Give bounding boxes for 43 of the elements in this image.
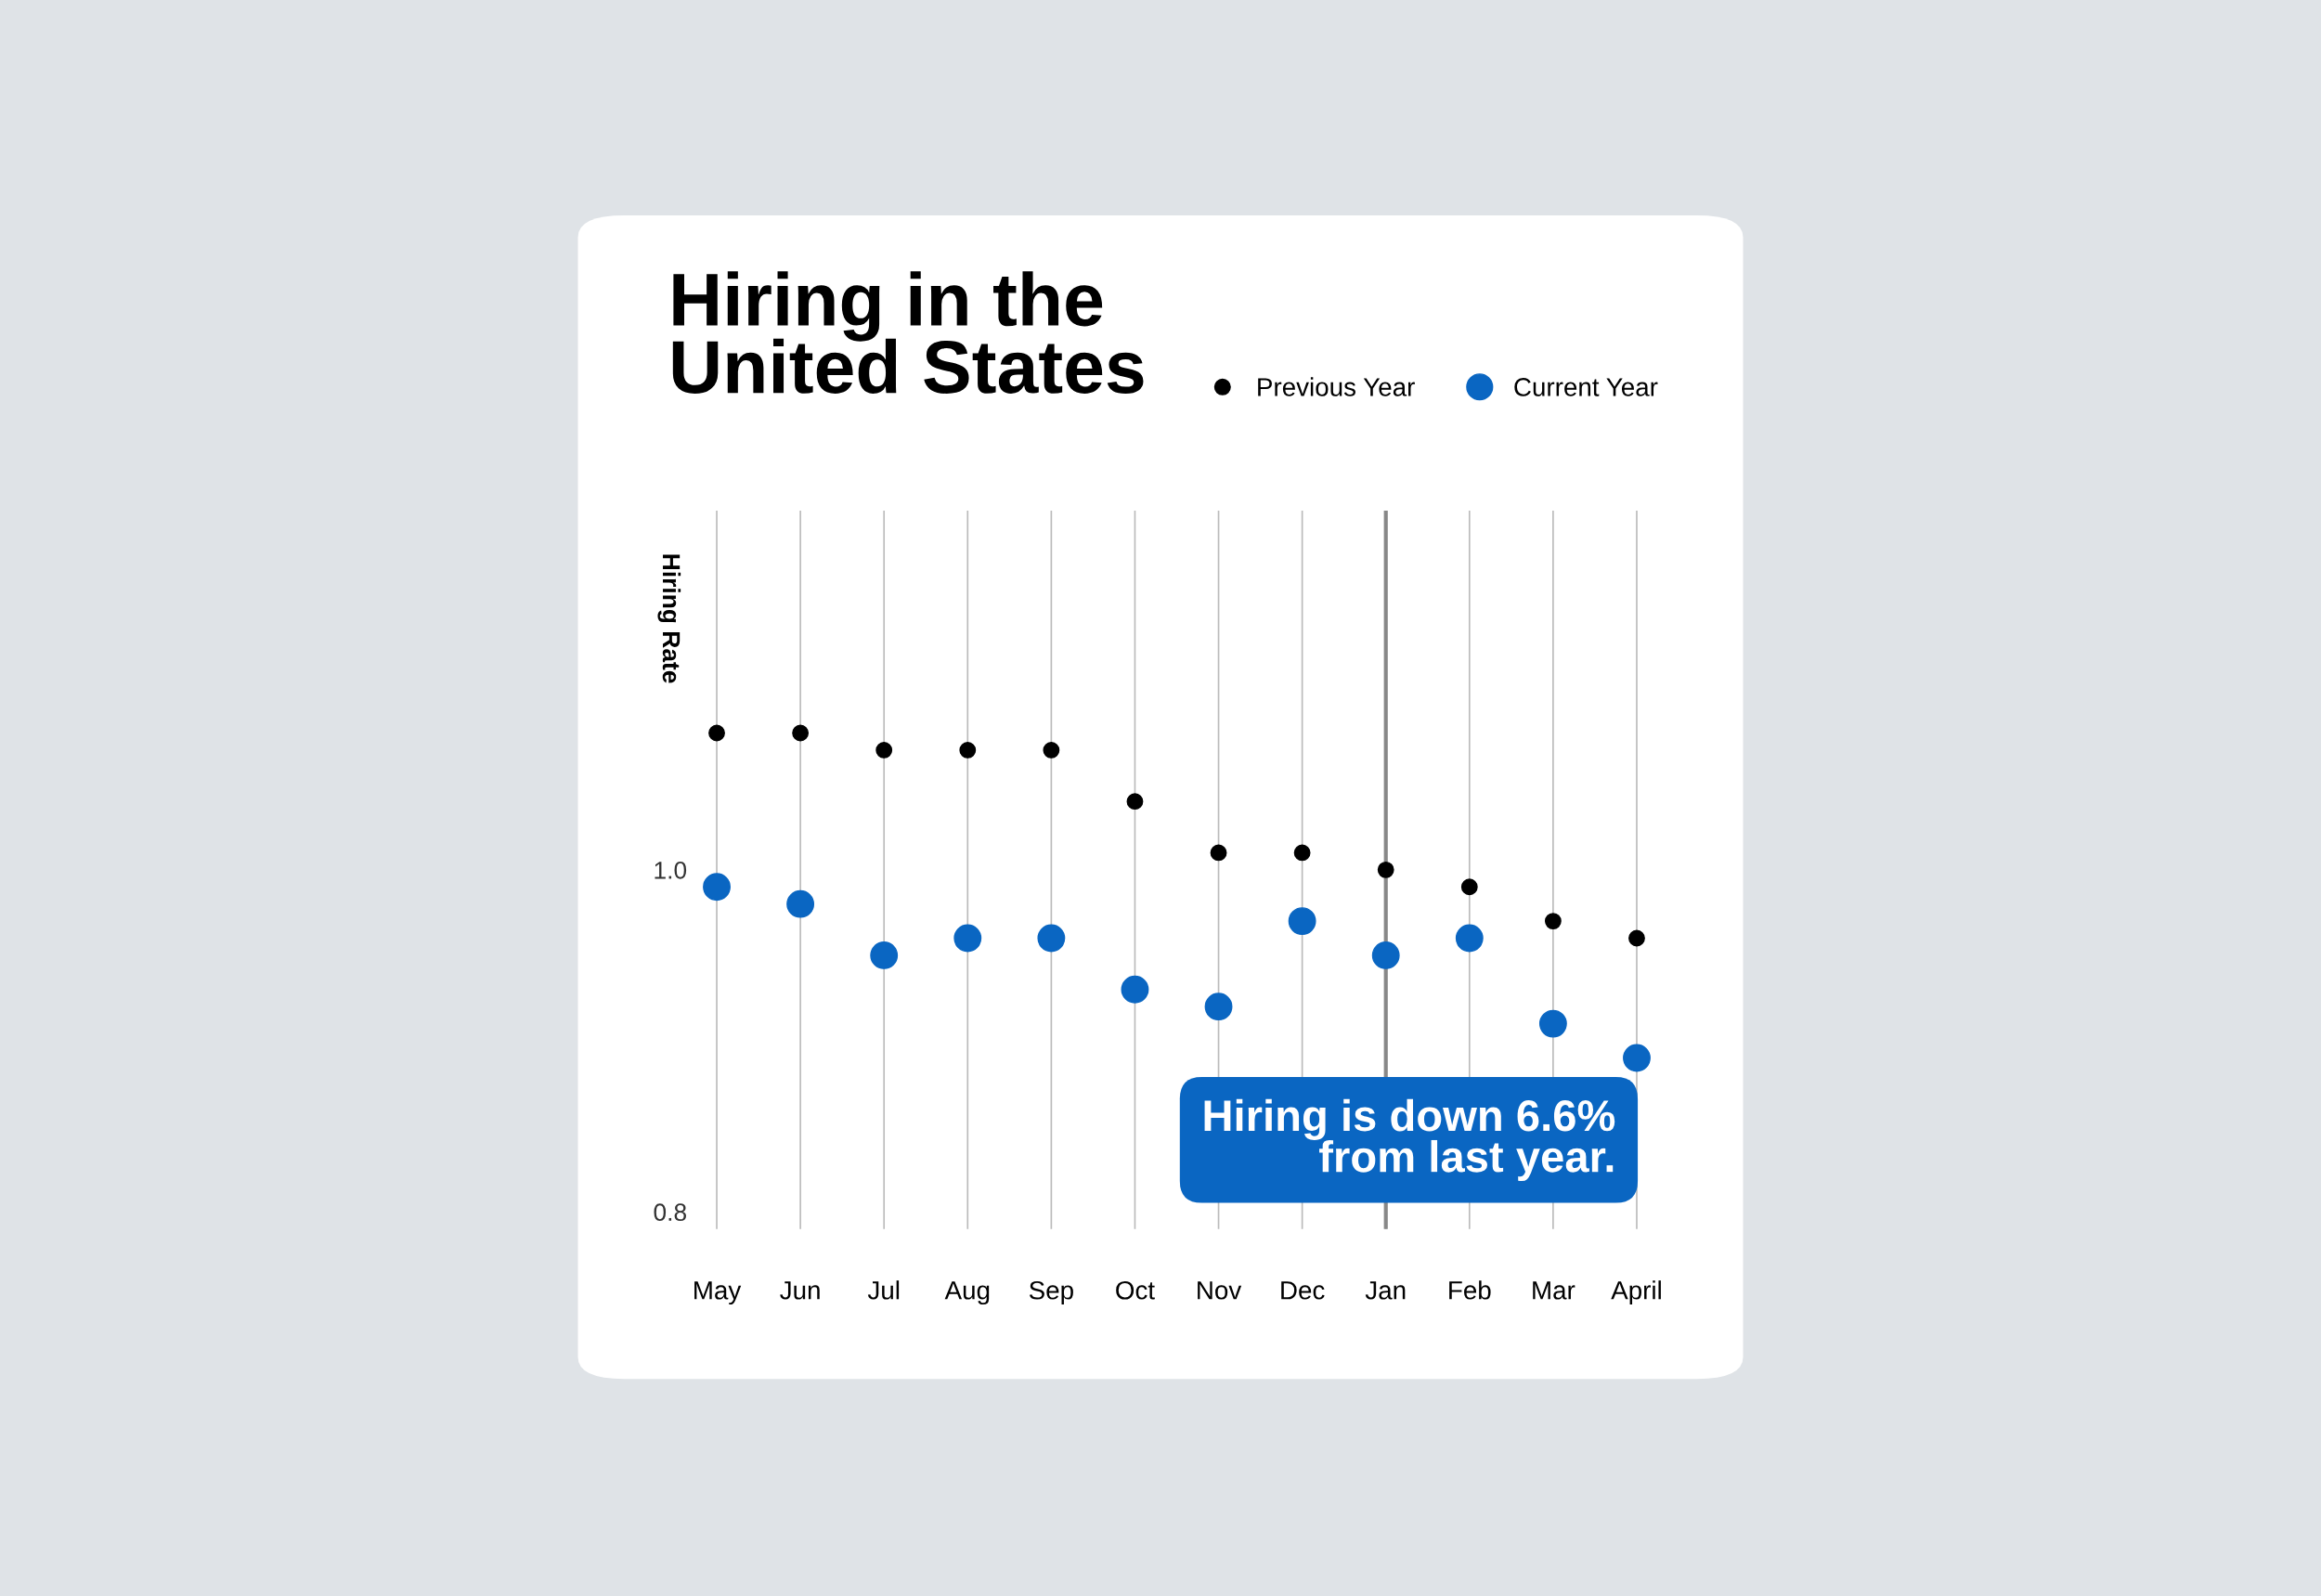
point	[1544, 913, 1562, 930]
legend-label: Previous Year	[1258, 377, 1415, 396]
point	[1377, 861, 1394, 878]
x-tick-label: Aug	[944, 1281, 990, 1305]
chart-title: Hiring in the United States	[672, 271, 1144, 394]
point	[708, 724, 725, 742]
x-tick-label: Feb	[1449, 1280, 1491, 1300]
point	[1043, 742, 1060, 759]
x-tick-label: Jun	[780, 1281, 820, 1300]
x-tick-label: Oct	[1116, 1280, 1155, 1300]
point	[1121, 975, 1149, 1004]
point	[953, 924, 982, 953]
point	[1037, 924, 1066, 953]
point	[1460, 878, 1478, 896]
annotation: Hiring is down 6.6% from last year.	[1204, 1098, 1615, 1181]
x-tick-label: May	[694, 1281, 742, 1305]
point	[786, 889, 815, 918]
y-axis-title: Hiring Rate	[657, 554, 681, 683]
point	[959, 742, 977, 759]
x-tick-label: Jul	[867, 1280, 900, 1300]
point	[875, 742, 893, 759]
point	[1623, 1044, 1651, 1072]
point	[870, 941, 899, 969]
point	[1210, 844, 1227, 862]
point	[1455, 924, 1484, 953]
point	[1204, 993, 1233, 1021]
x-tick-label: Nov	[1198, 1281, 1242, 1300]
x-tick-label: Jan	[1365, 1281, 1406, 1300]
x-tick-label: Sep	[1029, 1280, 1073, 1305]
point	[1293, 844, 1311, 862]
point	[792, 724, 810, 742]
point	[1371, 941, 1400, 969]
y-tick-label: 0.8	[654, 1203, 686, 1222]
point	[1628, 929, 1645, 947]
point	[1288, 907, 1316, 936]
point	[1126, 793, 1144, 811]
x-tick-label: April	[1611, 1280, 1661, 1305]
legend-label: Current Year	[1514, 378, 1658, 396]
x-tick-label: Mar	[1533, 1281, 1575, 1300]
x-tick-label: Dec	[1281, 1281, 1325, 1300]
point	[1538, 1009, 1567, 1038]
point	[703, 873, 731, 902]
y-tick-label: 1.0	[655, 861, 687, 879]
